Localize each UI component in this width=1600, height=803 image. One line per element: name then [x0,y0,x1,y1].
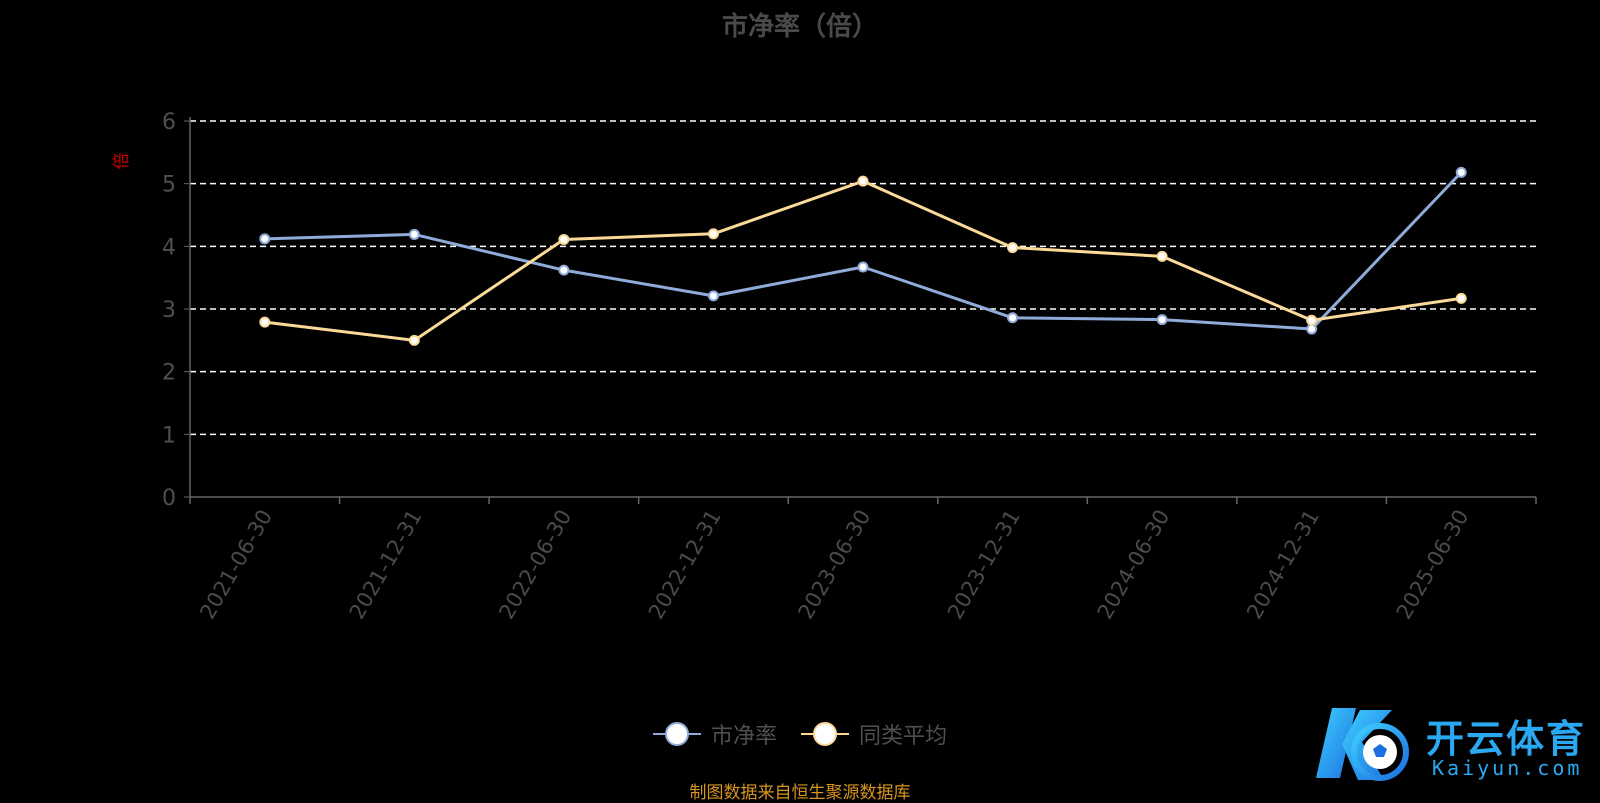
series [259,166,1467,346]
logo-domain: Kaiyun.com [1432,756,1583,780]
y-tick-label: 5 [162,173,176,198]
data-point[interactable] [1455,292,1467,304]
y-tick-label: 0 [162,486,176,511]
y-tick-label: 1 [162,423,176,448]
data-point[interactable] [857,175,869,187]
legend: 市净率 同类平均 [0,718,1600,750]
legend-swatch [652,722,701,746]
x-tick-label: 2023-06-30 [794,506,876,624]
x-tick-label: 2022-06-30 [494,506,576,624]
data-point[interactable] [1455,166,1467,178]
data-point[interactable] [857,261,869,273]
legend-item[interactable]: 同类平均 [801,718,947,750]
data-point[interactable] [1007,312,1019,324]
series-line [264,179,1462,342]
legend-marker [813,722,837,746]
watermark-logo: 开云体育 Kaiyun.com [1314,700,1594,790]
soccer-ball-logo-icon [1316,708,1409,781]
chart-title: 市净率（倍） [721,12,878,42]
data-point[interactable] [558,264,570,276]
legend-item[interactable]: 市净率 [652,718,777,750]
data-point[interactable] [1156,314,1168,326]
x-tick-label: 2024-12-31 [1242,506,1324,624]
legend-label: 同类平均 [859,724,948,749]
x-tick-label: 2021-12-31 [345,506,427,624]
series-1 [259,175,1467,346]
legend-label: 市净率 [710,724,777,749]
grid-lines [190,120,1536,436]
data-point[interactable] [707,290,719,302]
legend-swatch [801,722,849,746]
x-tick-label: 2022-12-31 [644,506,726,624]
y-tick-label: 3 [162,298,176,323]
y-axis-title: 倍 [112,153,132,170]
data-source-note: 制图数据来自恒生聚源数据库 [689,783,911,803]
x-tick-label: 2024-06-30 [1093,506,1175,624]
data-point[interactable] [1156,250,1168,262]
series-line [264,171,1463,331]
data-point[interactable] [408,228,420,240]
x-tick-label: 2021-06-30 [195,506,277,624]
data-point[interactable] [259,233,271,245]
legend-marker [664,722,689,746]
y-tick-label: 2 [162,361,176,386]
x-tick-label: 2025-06-30 [1392,506,1474,624]
data-point[interactable] [707,228,719,240]
y-tick-label: 4 [162,235,176,260]
logo-name: 开云体育 [1426,717,1587,761]
y-tick-label: 6 [162,110,176,135]
data-point[interactable] [558,233,570,245]
data-point[interactable] [408,334,420,346]
data-point[interactable] [259,316,271,328]
data-point[interactable] [1306,323,1318,335]
series-0 [259,166,1467,335]
data-point[interactable] [1306,314,1318,326]
x-tick-label: 2023-12-31 [943,506,1025,624]
data-point[interactable] [1007,242,1019,254]
